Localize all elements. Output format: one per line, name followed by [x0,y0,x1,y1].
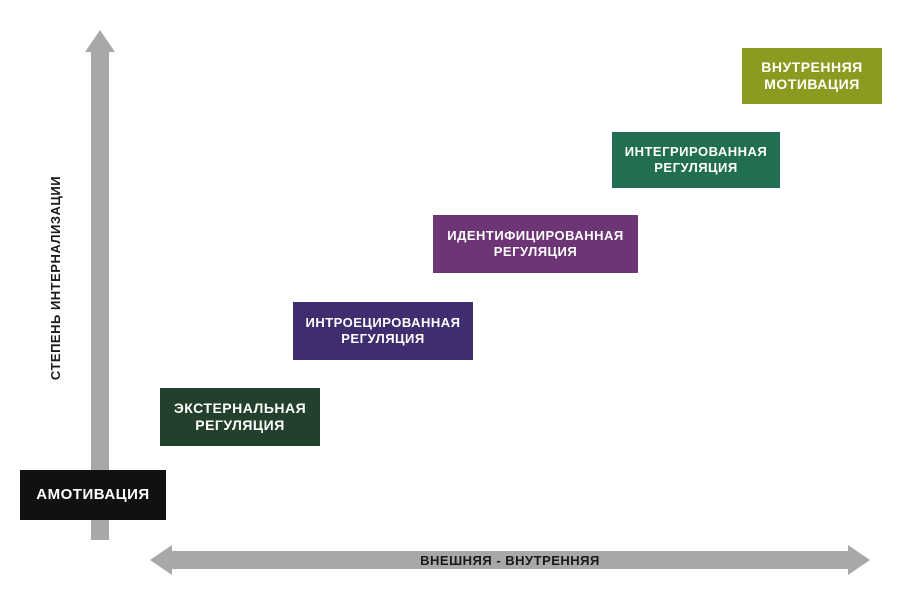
step-label-line1: АМОТИВАЦИЯ [36,486,149,505]
x-axis-arrowhead-right-icon [848,545,870,575]
step-label-line1: ИДЕНТИФИЦИРОВАННАЯ [447,228,623,244]
y-axis [85,30,115,540]
step-label-line2: РЕГУЛЯЦИЯ [195,417,285,435]
step-label-line1: ИНТЕГРИРОВАННАЯ [625,144,767,160]
step-intrinsic-motivation: ВНУТРЕННЯЯМОТИВАЦИЯ [742,48,882,104]
step-external-regulation: ЭКСТЕРНАЛЬНАЯРЕГУЛЯЦИЯ [160,388,320,446]
step-label-line1: ЭКСТЕРНАЛЬНАЯ [174,400,306,418]
step-label-line1: ВНУТРЕННЯЯ [761,59,863,77]
x-axis: ВНЕШНЯЯ - ВНУТРЕННЯЯ [150,545,870,575]
step-label-line2: РЕГУЛЯЦИЯ [341,331,424,347]
step-identified-regulation: ИДЕНТИФИЦИРОВАННАЯРЕГУЛЯЦИЯ [433,215,638,273]
step-introjected-regulation: ИНТРОЕЦИРОВАННАЯРЕГУЛЯЦИЯ [293,302,473,360]
step-amotivation: АМОТИВАЦИЯ [20,470,166,520]
step-label-line2: РЕГУЛЯЦИЯ [494,244,577,260]
step-integrated-regulation: ИНТЕГРИРОВАННАЯРЕГУЛЯЦИЯ [612,132,780,188]
step-label-line2: МОТИВАЦИЯ [764,76,860,94]
y-axis-arrowhead-icon [85,30,115,52]
x-axis-shaft: ВНЕШНЯЯ - ВНУТРЕННЯЯ [172,551,848,569]
step-label-line1: ИНТРОЕЦИРОВАННАЯ [305,315,460,331]
y-axis-shaft [91,52,109,540]
x-axis-label: ВНЕШНЯЯ - ВНУТРЕННЯЯ [420,553,600,568]
x-axis-arrowhead-left-icon [150,545,172,575]
step-label-line2: РЕГУЛЯЦИЯ [654,160,737,176]
motivation-continuum-diagram: СТЕПЕНЬ ИНТЕРНАЛИЗАЦИИ ВНЕШНЯЯ - ВНУТРЕН… [0,0,900,600]
y-axis-label: СТЕПЕНЬ ИНТЕРНАЛИЗАЦИИ [48,108,63,448]
